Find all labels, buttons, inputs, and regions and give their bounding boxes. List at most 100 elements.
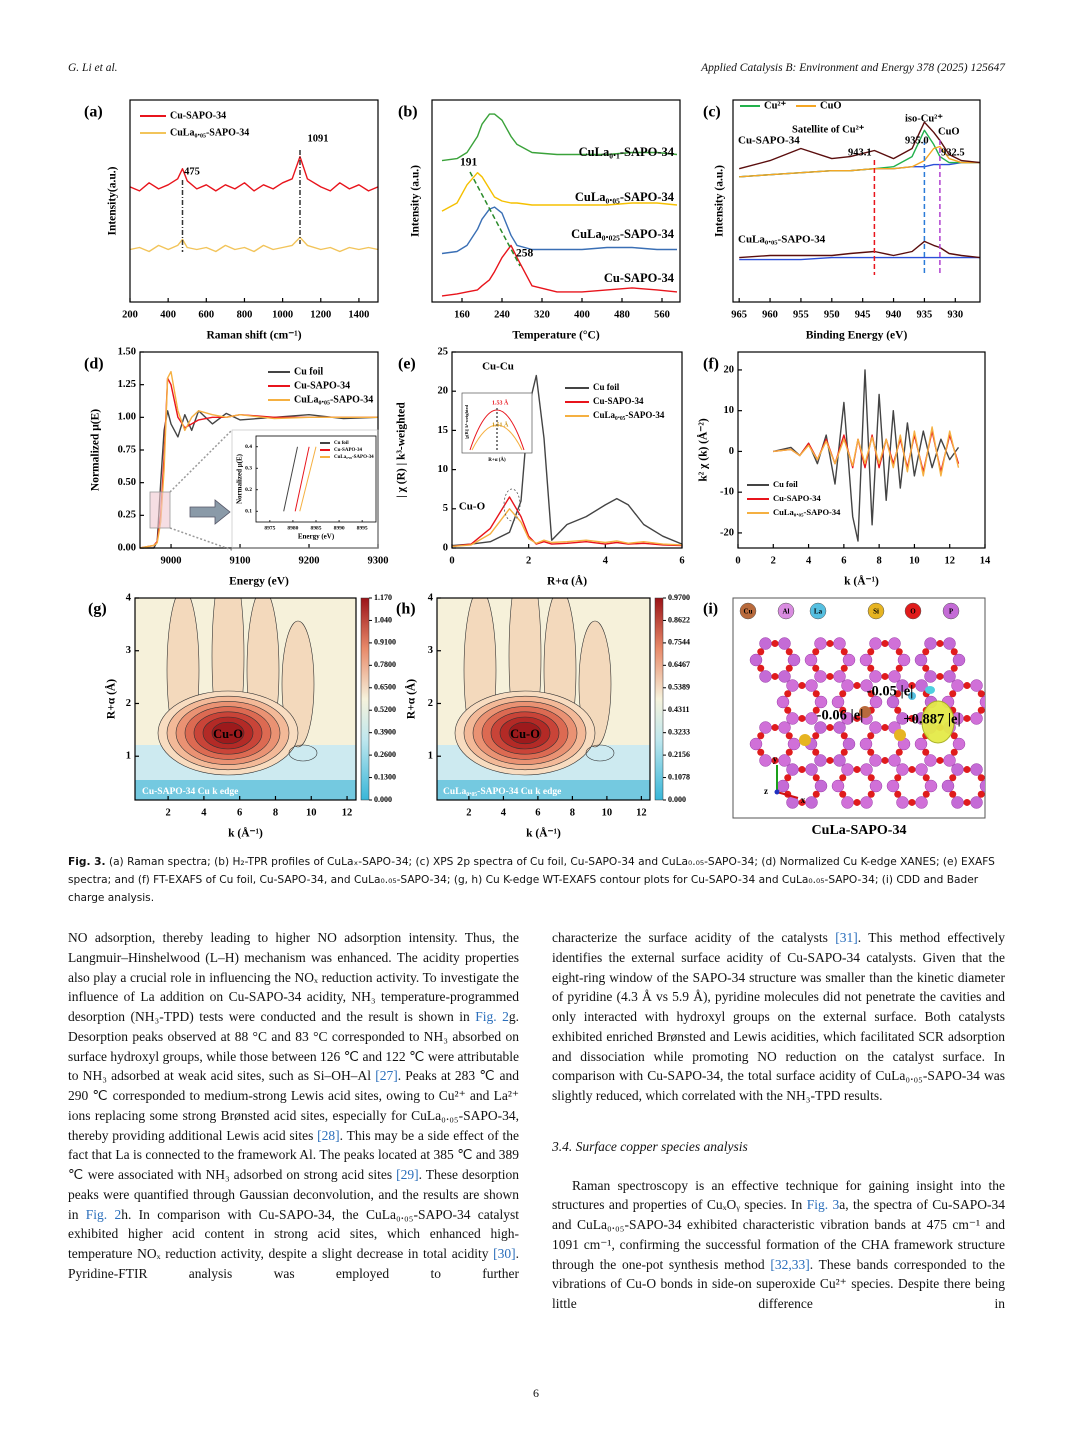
text-run: . This method effectively identifies the… bbox=[552, 930, 1006, 1103]
guide-line bbox=[169, 527, 233, 551]
guide-line bbox=[169, 429, 233, 493]
x-tick-label: 950 bbox=[824, 309, 840, 320]
plot-frame bbox=[436, 597, 651, 801]
x-tick-label: 935 bbox=[917, 309, 933, 320]
framework-atom bbox=[896, 796, 909, 809]
oxygen-atom bbox=[949, 774, 957, 782]
x-tick-label: 12 bbox=[636, 807, 647, 818]
y-axis-title: k² χ (k) (Å⁻²) bbox=[696, 418, 710, 481]
framework-atom bbox=[831, 695, 845, 709]
framework-atom bbox=[749, 737, 763, 751]
oxygen-atom bbox=[949, 690, 957, 698]
oxygen-atom bbox=[853, 682, 861, 690]
legend-label: Cu²⁺ bbox=[764, 100, 787, 111]
framework-atom bbox=[896, 679, 909, 692]
x-tick-label: 8990 bbox=[334, 525, 345, 531]
contour-map bbox=[437, 598, 650, 800]
x-tick-label: 2 bbox=[165, 807, 170, 818]
y-tick-label: 0.00 bbox=[118, 542, 136, 553]
x-axis-title: Energy (eV) bbox=[298, 533, 335, 541]
oxygen-atom bbox=[826, 672, 834, 680]
oxygen-atom bbox=[785, 732, 793, 740]
citation-link[interactable]: [28] bbox=[317, 1127, 340, 1143]
zoom-arrow bbox=[189, 499, 231, 525]
oxygen-atom bbox=[840, 648, 848, 656]
figure-caption: Fig. 3. (a) Raman spectra; (b) H₂-TPR pr… bbox=[68, 853, 1005, 907]
element-label: Cu bbox=[744, 608, 753, 616]
colorbar-tick-label: 0.5389 bbox=[668, 683, 690, 692]
x-tick-label: 400 bbox=[574, 309, 590, 320]
plot-frame bbox=[431, 99, 681, 303]
annotation: iso-Cu²⁺ bbox=[905, 113, 943, 124]
contour-map bbox=[135, 598, 356, 800]
citation-link[interactable]: Fig. 3 bbox=[806, 1197, 840, 1213]
framework-atom bbox=[814, 695, 828, 709]
framework-atom bbox=[749, 653, 763, 667]
citation-link[interactable]: [27] bbox=[375, 1068, 398, 1084]
oxygen-atom bbox=[922, 774, 930, 782]
x-tick-label: 4 bbox=[501, 807, 507, 818]
y-tick-label: 0.2 bbox=[245, 487, 252, 493]
element-swatch bbox=[904, 602, 922, 620]
plot-frame bbox=[255, 435, 377, 523]
y-axis-title: Intensity (a.u.) bbox=[714, 165, 726, 237]
y-tick-label: 3 bbox=[126, 645, 131, 656]
x-tick-label: 2 bbox=[771, 555, 776, 566]
colorbar-tick-label: 0.7800 bbox=[374, 660, 396, 669]
legend-label: Cu-SAPO-34 bbox=[334, 448, 363, 453]
legend-label: CuLa₀.₀₅-SAPO-34 bbox=[294, 394, 373, 405]
series-line bbox=[441, 206, 677, 255]
x-tick-label: 200 bbox=[122, 309, 138, 320]
framework-atom bbox=[915, 763, 928, 776]
oxygen-atom bbox=[840, 748, 848, 756]
oxygen-atom bbox=[785, 664, 793, 672]
framework-atom bbox=[888, 754, 901, 767]
oxygen-atom bbox=[812, 732, 820, 740]
oxygen-atom bbox=[867, 664, 875, 672]
colorbar-tick-label: 0.6467 bbox=[668, 660, 690, 669]
citation-link[interactable]: Fig. 2 bbox=[475, 1009, 509, 1024]
framework-atom bbox=[888, 670, 901, 683]
plot-frame bbox=[129, 99, 379, 303]
citation-link[interactable]: [29] bbox=[396, 1167, 419, 1182]
y-tick-label: 2 bbox=[126, 698, 131, 709]
oxygen-atom bbox=[963, 798, 971, 806]
oxygen-atom bbox=[840, 732, 848, 740]
text-run: h. In comparison with Cu-SAPO-34, the Cu… bbox=[68, 1206, 519, 1262]
x-tick-label: 965 bbox=[731, 309, 747, 320]
framework-atom bbox=[943, 754, 956, 767]
oxygen-atom bbox=[922, 748, 930, 756]
citation-link[interactable]: [31] bbox=[835, 930, 858, 945]
oxygen-atom bbox=[894, 690, 902, 698]
oxygen-atom bbox=[963, 766, 971, 774]
legend-label: Cu foil bbox=[294, 366, 323, 377]
x-tick-label: 2 bbox=[526, 555, 531, 566]
legend-label: CuO bbox=[820, 100, 842, 111]
element-swatch bbox=[867, 602, 885, 620]
series-line bbox=[129, 236, 379, 253]
contour-low-band bbox=[135, 780, 356, 800]
citation-link[interactable]: Fig. 2 bbox=[85, 1206, 122, 1222]
framework-atom bbox=[841, 763, 854, 776]
framework-atom bbox=[869, 721, 882, 734]
panel-label: (e) bbox=[398, 356, 416, 373]
oxygen-atom bbox=[922, 664, 930, 672]
framework-atom bbox=[941, 779, 955, 793]
y-tick-label: 1 bbox=[126, 751, 131, 762]
framework-atom bbox=[787, 737, 801, 751]
series-line bbox=[451, 496, 683, 548]
citation-link[interactable]: [32,33] bbox=[770, 1256, 810, 1272]
oxygen-atom bbox=[936, 672, 944, 680]
text-run: . Pyridine-FTIR analysis was employed to… bbox=[68, 1246, 519, 1281]
plot-frame bbox=[737, 351, 986, 549]
citation-link[interactable]: [30] bbox=[493, 1246, 516, 1261]
element-label: Si bbox=[873, 608, 879, 616]
oxygen-atom bbox=[949, 790, 957, 798]
contour-level bbox=[211, 721, 245, 745]
series-line bbox=[299, 446, 317, 512]
colorbar-tick-label: 0.2600 bbox=[374, 750, 396, 759]
oxygen-atom bbox=[839, 706, 847, 714]
framework-atom bbox=[915, 796, 928, 809]
oxygen-atom bbox=[894, 774, 902, 782]
